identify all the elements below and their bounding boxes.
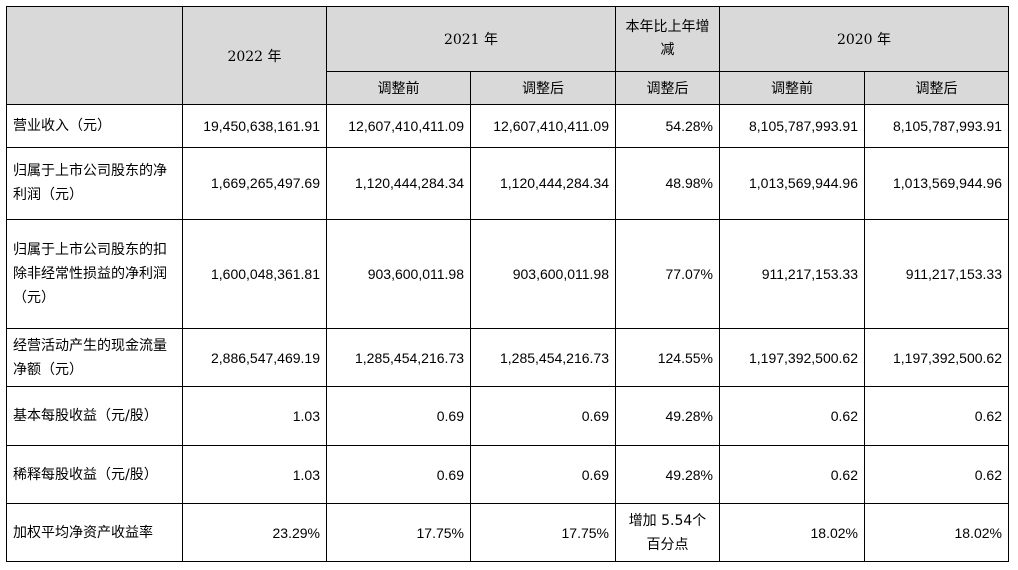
row-label: 基本每股收益（元/股） [6,386,183,446]
value-2020-before: 0.62 [719,444,865,505]
header-2020: 2020 年 [719,6,1009,72]
value-2021-after: 1,285,454,216.73 [470,328,616,388]
value-2021-after: 17.75% [470,503,616,562]
header-change-after: 调整后 [615,70,720,106]
value-2020-before: 911,217,153.33 [719,219,865,330]
row-label: 营业收入（元） [6,104,183,148]
value-2020-before: 0.62 [719,386,865,446]
header-change: 本年比上年增减 [615,6,720,72]
value-2020-after: 0.62 [864,386,1009,446]
value-2021-before: 0.69 [326,386,471,446]
header-2022: 2022 年 [182,5,327,106]
row-label: 稀释每股收益（元/股） [6,444,183,505]
header-2020-before: 调整前 [719,70,865,106]
value-2020-after: 18.02% [864,503,1009,562]
row-label: 归属于上市公司股东的扣除非经常性损益的净利润（元） [6,219,183,330]
value-2021-before: 1,120,444,284.34 [326,146,471,221]
financial-summary-table: 2022 年 2021 年 本年比上年增减 2020 年 调整前 调整后 调整后… [6,5,1009,562]
value-2022: 2,886,547,469.19 [182,328,327,388]
value-2022: 1,600,048,361.81 [182,219,327,330]
value-2020-before: 1,013,569,944.96 [719,146,865,221]
table-row: 归属于上市公司股东的扣除非经常性损益的净利润（元） 1,600,048,361.… [6,219,1009,330]
row-label: 加权平均净资产收益率 [6,503,183,562]
value-2020-before: 1,197,392,500.62 [719,328,865,388]
header-corner-cell [6,5,183,106]
value-2022: 1.03 [182,386,327,446]
header-change-text: 本年比上年增减 [625,18,710,58]
value-2022: 1.03 [182,444,327,505]
header-2021-before: 调整前 [326,70,471,106]
value-2021-after: 0.69 [470,444,616,505]
value-2021-after: 0.69 [470,386,616,446]
value-2022: 1,669,265,497.69 [182,146,327,221]
row-label: 经营活动产生的现金流量净额（元） [6,328,183,388]
value-2020-after: 1,013,569,944.96 [864,146,1009,221]
header-2021-after: 调整后 [470,70,616,106]
header-2020-after: 调整后 [864,70,1009,106]
value-change-text: 增加 5.54个百分点 [628,512,707,553]
value-2021-before: 0.69 [326,444,471,505]
value-change: 77.07% [615,219,720,330]
table-row: 归属于上市公司股东的净利润（元） 1,669,265,497.69 1,120,… [6,146,1009,221]
value-change: 49.28% [615,386,720,446]
value-2021-after: 903,600,011.98 [470,219,616,330]
row-label: 归属于上市公司股东的净利润（元） [6,146,183,221]
value-2020-after: 1,197,392,500.62 [864,328,1009,388]
value-change: 增加 5.54个百分点 [615,503,720,562]
value-change: 54.28% [615,104,720,148]
value-2020-after: 8,105,787,993.91 [864,104,1009,148]
table-row: 基本每股收益（元/股） 1.03 0.69 0.69 49.28% 0.62 0… [6,386,1009,446]
value-change: 49.28% [615,444,720,505]
table-row: 稀释每股收益（元/股） 1.03 0.69 0.69 49.28% 0.62 0… [6,444,1009,505]
table-row: 加权平均净资产收益率 23.29% 17.75% 17.75% 增加 5.54个… [6,503,1009,562]
value-2021-after: 12,607,410,411.09 [470,104,616,148]
value-2021-before: 903,600,011.98 [326,219,471,330]
value-2020-after: 911,217,153.33 [864,219,1009,330]
header-2021: 2021 年 [326,6,616,72]
value-2021-before: 17.75% [326,503,471,562]
table-row: 营业收入（元） 19,450,638,161.91 12,607,410,411… [6,104,1009,148]
value-change: 48.98% [615,146,720,221]
value-2020-before: 8,105,787,993.91 [719,104,865,148]
value-2021-before: 12,607,410,411.09 [326,104,471,148]
value-2022: 19,450,638,161.91 [182,104,327,148]
table-row: 经营活动产生的现金流量净额（元） 2,886,547,469.19 1,285,… [6,328,1009,388]
value-2020-before: 18.02% [719,503,865,562]
value-2020-after: 0.62 [864,444,1009,505]
value-2021-after: 1,120,444,284.34 [470,146,616,221]
value-2022: 23.29% [182,503,327,562]
value-2021-before: 1,285,454,216.73 [326,328,471,388]
value-change: 124.55% [615,328,720,388]
